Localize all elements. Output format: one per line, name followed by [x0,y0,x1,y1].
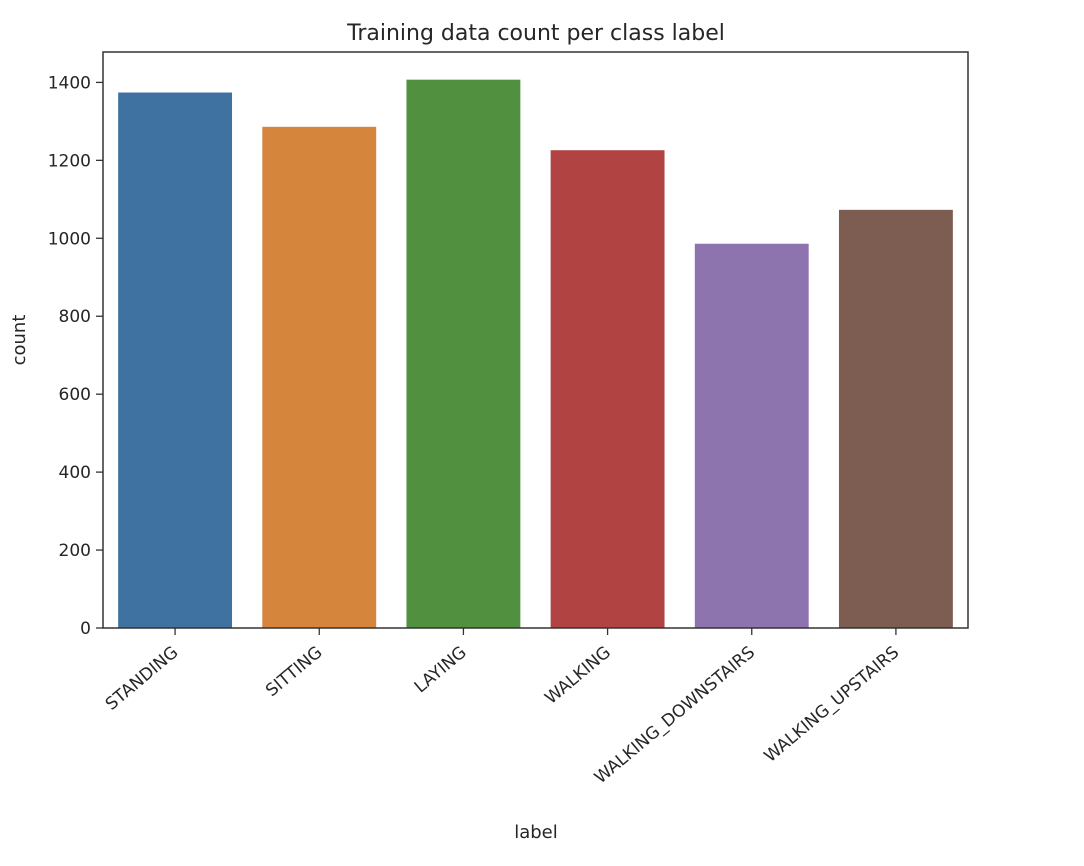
x-tick-label: WALKING_DOWNSTAIRS [591,643,759,789]
y-tick-label: 600 [59,385,91,405]
bar-walking [550,150,665,628]
y-tick-label: 1000 [48,229,91,249]
x-axis-ticks: STANDING SITTING LAYING WALKINGWALKING_DOWN… [102,628,903,788]
bar-walking-upstairs [838,209,953,628]
x-tick-label: SITTING [262,643,326,702]
x-tick-label: STANDING [102,643,182,715]
x-tick-label: LAYING [411,643,471,698]
bars-group [118,79,953,629]
x-axis-label: label [514,822,558,843]
y-tick-label: 1400 [48,73,91,93]
y-axis-ticks: 0 200 400 600 800 1000 1200 1400 [48,73,103,639]
plot-frame [102,51,969,629]
x-tick-label: WALKING [541,643,614,709]
bar-laying [406,79,521,629]
y-tick-label: 1200 [48,151,91,171]
x-tick-label: WALKING_UPSTAIRS [761,643,904,767]
y-tick-label: 0 [80,619,91,639]
y-axis-label: count [9,315,30,366]
bar-standing [118,92,233,628]
y-tick-label: 800 [59,307,91,327]
bar-walking-downstairs [694,243,809,629]
bar-sitting [262,126,377,628]
chart-title: Training data count per class label [346,21,725,46]
y-tick-label: 400 [59,463,91,483]
y-tick-label: 200 [59,541,91,561]
